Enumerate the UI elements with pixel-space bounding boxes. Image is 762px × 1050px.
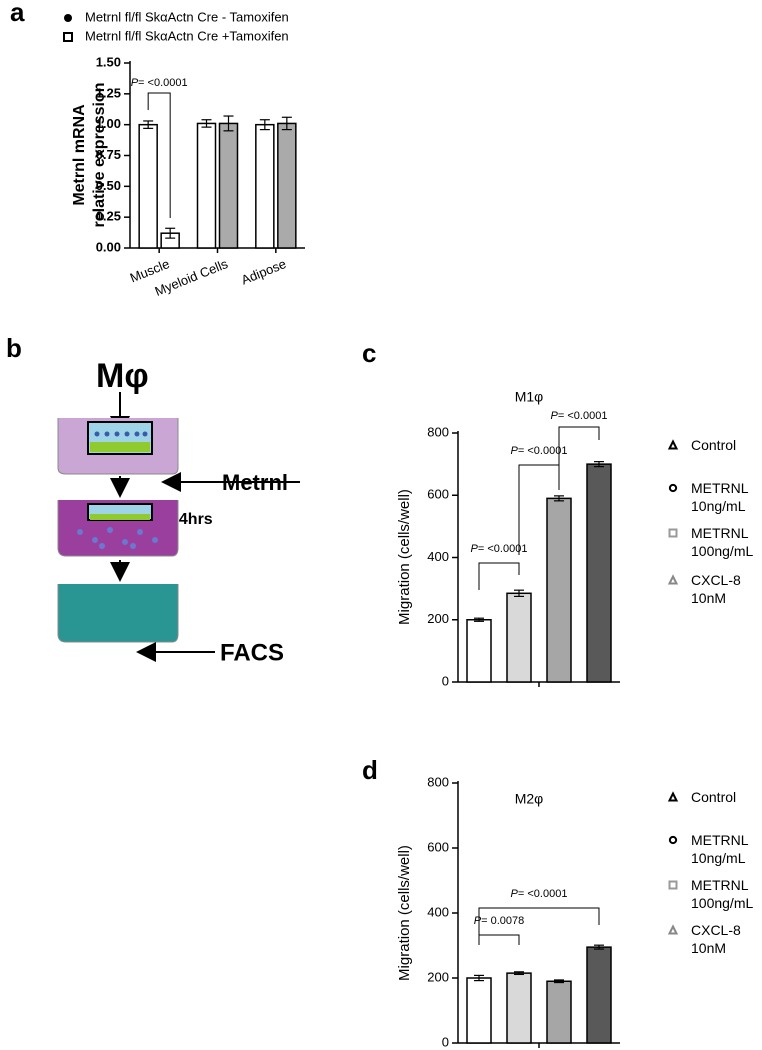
y-tick-label: 0.25 xyxy=(96,209,121,224)
bar xyxy=(586,463,612,683)
y-tick-label: 0 xyxy=(442,1034,449,1049)
bar xyxy=(586,946,612,1044)
legend-marker xyxy=(63,32,73,42)
legend-marker xyxy=(667,574,679,585)
bar xyxy=(138,123,158,249)
y-tick-label: 1.25 xyxy=(96,85,121,100)
panel-label: c xyxy=(362,338,376,368)
legend-label: METRNL 10ng/mL xyxy=(691,480,749,515)
bar xyxy=(546,497,572,683)
x-tick-label: Adipose xyxy=(239,256,288,288)
error-bar xyxy=(281,116,292,131)
diagram: b Mφ Metrnl 24hrs FACS xyxy=(6,333,300,666)
bar xyxy=(218,122,239,249)
bar xyxy=(506,592,532,683)
legend-marker xyxy=(668,483,678,493)
time-label: 24hrs xyxy=(170,511,213,528)
y-tick-label: 1.50 xyxy=(96,54,121,69)
membrane xyxy=(90,514,150,520)
well xyxy=(57,584,179,643)
legend-label: METRNL 10ng/mL xyxy=(691,832,749,867)
annotation: P= <0.0001 xyxy=(510,888,568,900)
bracket xyxy=(478,934,520,945)
error-bar xyxy=(554,495,564,502)
legend-marker xyxy=(668,880,678,890)
legend-label: CXCL-8 10nM xyxy=(691,922,741,957)
y-tick-label: 800 xyxy=(427,424,449,439)
bar xyxy=(466,619,492,683)
y-tick-label: 0.75 xyxy=(96,147,121,162)
bar xyxy=(277,122,297,249)
panel-label: b xyxy=(6,333,22,363)
error-bar xyxy=(143,120,154,129)
y-tick-label: 0 xyxy=(442,673,449,688)
error-bar xyxy=(514,589,524,598)
bar xyxy=(506,972,532,1044)
legend-label: Metrnl fl/fl SkαActn Cre +Tamoxifen xyxy=(85,28,289,43)
y-tick-label: 0.50 xyxy=(96,178,121,193)
y-axis-label: Migration (cells/well) xyxy=(396,489,413,625)
annotation: P= <0.0001 xyxy=(470,543,528,555)
bar xyxy=(546,980,572,1044)
legend-label: METRNL 100ng/mL xyxy=(691,877,754,912)
legend-marker xyxy=(667,924,679,935)
y-tick-label: 600 xyxy=(427,487,449,502)
bracket xyxy=(147,92,171,218)
bar xyxy=(466,977,492,1044)
legend-label: Metrnl fl/fl SkαActn Cre - Tamoxifen xyxy=(85,9,289,24)
error-bar xyxy=(259,119,270,131)
legend-marker xyxy=(668,528,678,538)
error-bar xyxy=(594,461,604,468)
y-axis-label: relative expression xyxy=(91,83,108,228)
y-tick-label: 800 xyxy=(427,774,449,789)
annotation: P= 0.0078 xyxy=(473,915,525,927)
legend-marker xyxy=(668,835,678,845)
y-tick-label: 400 xyxy=(427,904,449,919)
panel-label: a xyxy=(10,0,25,27)
y-axis-label: Migration (cells/well) xyxy=(396,845,413,981)
chart-title: M2φ xyxy=(515,791,544,807)
y-tick-label: 400 xyxy=(427,549,449,564)
y-tick-label: 200 xyxy=(427,611,449,626)
legend-label: METRNL 100ng/mL xyxy=(691,525,754,560)
error-bar xyxy=(201,119,212,128)
error-bar xyxy=(474,617,484,622)
legend-label: CXCL-8 10nM xyxy=(691,572,741,607)
legend-label: Control xyxy=(691,437,737,453)
y-tick-label: 200 xyxy=(427,969,449,984)
readout-label: FACS xyxy=(220,639,284,666)
annotation: P= <0.0001 xyxy=(130,77,188,89)
legend-marker xyxy=(667,791,679,802)
membrane xyxy=(90,442,150,452)
y-tick-label: 1.00 xyxy=(96,116,121,131)
bracket xyxy=(478,907,600,940)
cells xyxy=(77,527,158,549)
bracket xyxy=(478,562,520,590)
bar xyxy=(255,123,275,249)
bracket xyxy=(558,426,600,483)
legend-label: Control xyxy=(691,789,737,805)
y-axis-label: Metrnl mRNA xyxy=(71,104,88,206)
annotation: P= <0.0001 xyxy=(510,445,568,457)
annotation: P= <0.0001 xyxy=(550,410,608,422)
error-bar xyxy=(223,115,234,132)
panel-label: d xyxy=(362,755,378,785)
bar xyxy=(196,122,217,249)
error-bar xyxy=(594,944,604,950)
cells-label: Mφ xyxy=(96,357,149,395)
error-bar xyxy=(514,971,524,976)
y-tick-label: 600 xyxy=(427,839,449,854)
legend-marker xyxy=(64,14,72,22)
y-tick-label: 0.00 xyxy=(96,239,121,254)
treatment-label: Metrnl xyxy=(222,470,288,495)
error-bar xyxy=(474,974,484,982)
legend-marker xyxy=(667,439,679,450)
cells xyxy=(94,431,148,437)
chart-title: M1φ xyxy=(515,389,544,405)
error-bar xyxy=(554,979,564,984)
error-bar xyxy=(165,227,176,239)
